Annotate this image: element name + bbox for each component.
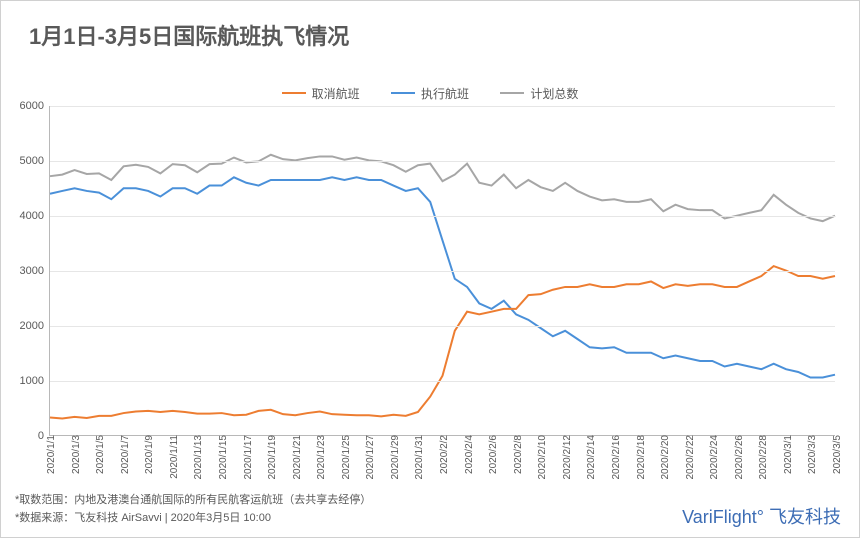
x-tick-label: 2020/3/1	[783, 435, 794, 474]
x-tick-label: 2020/1/17	[243, 435, 254, 480]
x-tick-label: 2020/1/5	[95, 435, 106, 474]
x-tick-label: 2020/1/27	[365, 435, 376, 480]
x-tick-label: 2020/2/4	[464, 435, 475, 474]
brand-logo: VariFlight° 飞友科技	[682, 503, 841, 529]
chart-title: 1月1日-3月5日国际航班执飞情况	[29, 19, 349, 51]
x-tick-label: 2020/1/29	[390, 435, 401, 480]
series-cancelled	[50, 266, 835, 418]
y-tick-label: 3000	[20, 265, 44, 277]
footnote-source: *数据来源：飞友科技 AirSavvi | 2020年3月5日 10:00	[15, 509, 271, 525]
x-tick-label: 2020/1/13	[193, 435, 204, 480]
x-tick-label: 2020/1/31	[414, 435, 425, 480]
y-tick-label: 4000	[20, 210, 44, 222]
x-tick-label: 2020/2/6	[488, 435, 499, 474]
x-tick-label: 2020/1/21	[292, 435, 303, 480]
gridline	[50, 326, 835, 327]
plot-area: 01000200030004000500060002020/1/12020/1/…	[49, 106, 835, 436]
series-operated	[50, 177, 835, 377]
series-planned	[50, 155, 835, 221]
x-tick-label: 2020/2/10	[537, 435, 548, 480]
x-tick-label: 2020/1/3	[71, 435, 82, 474]
x-tick-label: 2020/3/5	[832, 435, 843, 474]
legend-item-operated: 执行航班	[391, 85, 469, 102]
legend-label-cancelled: 取消航班	[312, 85, 360, 102]
y-tick-label: 1000	[20, 375, 44, 387]
x-tick-label: 2020/1/7	[120, 435, 131, 474]
swatch-planned	[500, 92, 524, 94]
x-tick-label: 2020/1/23	[316, 435, 327, 480]
brand-text: VariFlight° 飞友科技	[682, 507, 841, 527]
x-tick-label: 2020/1/19	[267, 435, 278, 480]
x-tick-label: 2020/1/11	[169, 435, 180, 479]
x-tick-label: 2020/3/3	[807, 435, 818, 474]
gridline	[50, 161, 835, 162]
x-tick-label: 2020/2/18	[636, 435, 647, 480]
footnote-scope: *取数范围：内地及港澳台通航国际的所有民航客运航班（去共享去经停）	[15, 491, 371, 507]
legend-label-operated: 执行航班	[421, 85, 469, 102]
x-tick-label: 2020/1/15	[218, 435, 229, 480]
x-tick-label: 2020/2/14	[586, 435, 597, 480]
legend-item-planned: 计划总数	[500, 85, 578, 102]
gridline	[50, 216, 835, 217]
legend: 取消航班 执行航班 计划总数	[1, 83, 859, 102]
legend-label-planned: 计划总数	[530, 85, 578, 102]
x-tick-label: 2020/2/16	[611, 435, 622, 480]
swatch-operated	[391, 92, 415, 94]
x-tick-label: 2020/2/20	[660, 435, 671, 480]
x-tick-label: 2020/1/9	[144, 435, 155, 474]
y-tick-label: 0	[38, 430, 44, 442]
swatch-cancelled	[282, 92, 306, 94]
y-tick-label: 6000	[20, 100, 44, 112]
y-tick-label: 2000	[20, 320, 44, 332]
x-tick-label: 2020/2/2	[439, 435, 450, 474]
gridline	[50, 271, 835, 272]
y-tick-label: 5000	[20, 155, 44, 167]
x-tick-label: 2020/2/26	[734, 435, 745, 480]
chart-frame: 1月1日-3月5日国际航班执飞情况 取消航班 执行航班 计划总数 0100020…	[0, 0, 860, 538]
gridline	[50, 106, 835, 107]
x-tick-label: 2020/2/28	[758, 435, 769, 480]
x-tick-label: 2020/2/24	[709, 435, 720, 480]
legend-item-cancelled: 取消航班	[282, 85, 360, 102]
gridline	[50, 381, 835, 382]
x-tick-label: 2020/1/1	[46, 435, 57, 474]
x-tick-label: 2020/1/25	[341, 435, 352, 480]
x-tick-label: 2020/2/8	[513, 435, 524, 474]
x-tick-label: 2020/2/22	[685, 435, 696, 480]
x-tick-label: 2020/2/12	[562, 435, 573, 480]
